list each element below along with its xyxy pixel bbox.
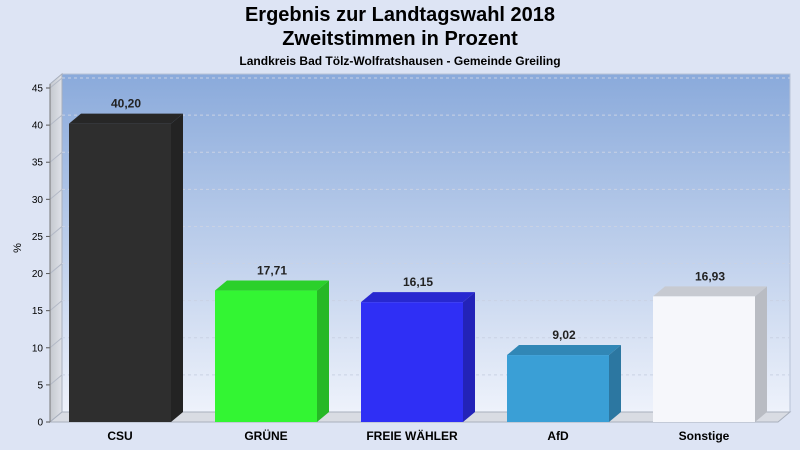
bar-side: [463, 292, 475, 422]
chart-region-label: Landkreis Bad Tölz-Wolfratshausen - Geme…: [239, 54, 561, 68]
bar-side: [171, 113, 183, 423]
gridline-side: [49, 114, 63, 126]
y-axis-label: %: [12, 243, 24, 253]
x-tick-label: FREIE WÄHLER: [366, 428, 458, 443]
y-axis: 0 5 10 15 20 25 30 35 40 45: [32, 84, 51, 429]
bar-top: [215, 280, 329, 291]
x-tick-label: CSU: [107, 429, 132, 443]
bar-top: [361, 292, 475, 303]
y-tick-label: 40: [32, 121, 44, 132]
bar-side: [609, 345, 621, 422]
bar-top: [653, 286, 767, 297]
gridlines: [49, 77, 790, 386]
bar-top: [69, 113, 183, 124]
y-tick-label: 35: [32, 158, 44, 169]
data-label: 40,20: [111, 97, 141, 111]
bar-side: [755, 286, 767, 422]
gridline-side: [49, 337, 63, 349]
gridline-side: [49, 263, 63, 274]
gridline-side: [49, 300, 63, 312]
chart-title: Ergebnis zur Landtagswahl 2018: [244, 4, 556, 26]
bars: 40,20 17,71 16,15 9,02 16,93: [69, 97, 767, 423]
bar: [215, 290, 317, 422]
x-tick-label: GRÜNE: [244, 428, 287, 443]
bar: [507, 355, 609, 422]
y-tick-label: 0: [37, 418, 43, 429]
bar-side: [317, 280, 329, 422]
y-tick-label: 45: [32, 84, 44, 95]
data-label: 9,02: [552, 328, 576, 342]
y-tick-label: 15: [32, 306, 44, 317]
bar: [653, 296, 755, 422]
y-tick-label: 5: [37, 380, 43, 391]
bar-top: [507, 345, 621, 356]
gridline-side: [49, 77, 63, 89]
y-tick-label: 20: [32, 269, 44, 280]
x-tick-label: AfD: [547, 429, 569, 443]
gridline-side: [49, 374, 63, 386]
gridline-side: [49, 188, 63, 200]
x-axis-labels: CSU GRÜNE FREIE WÄHLER AfD Sonstige: [107, 428, 729, 443]
plot-left-wall: [49, 72, 63, 424]
chart-subtitle: Zweitstimmen in Prozent: [282, 28, 518, 50]
gridline-side: [49, 226, 63, 237]
data-label: 16,15: [403, 275, 433, 289]
bar: [69, 123, 171, 423]
y-tick-label: 25: [32, 232, 44, 243]
x-tick-label: Sonstige: [679, 429, 730, 443]
y-tick-label: 30: [32, 195, 44, 206]
gridline-side: [49, 151, 63, 163]
y-tick-label: 10: [32, 343, 44, 354]
bar: [361, 302, 463, 422]
data-label: 16,93: [695, 269, 725, 283]
data-label: 17,71: [257, 264, 287, 278]
